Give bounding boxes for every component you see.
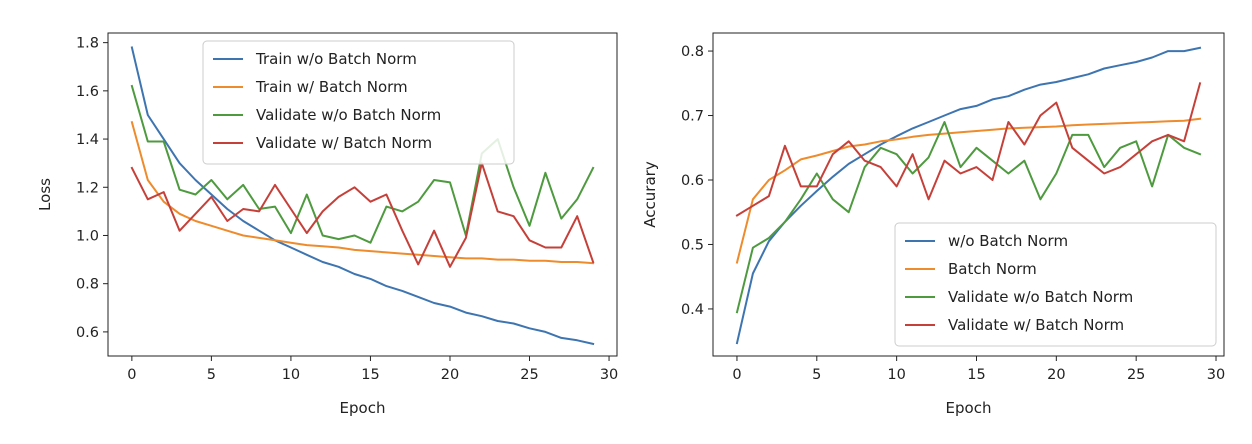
loss-x-axis-label: Epoch — [340, 399, 386, 417]
loss-series-train-w-o-batch-norm — [130, 46, 595, 346]
loss-legend-label: Validate w/ Batch Norm — [256, 134, 432, 152]
accuracy-legend: w/o Batch Norm Batch Norm Validate w/o Bat… — [894, 222, 1217, 347]
accuracy-y-tick-label: 0.4 — [681, 302, 704, 318]
accuracy-y-axis-label: Accurary — [641, 161, 659, 228]
loss-series-validate-w-batch-norm — [130, 162, 595, 268]
loss-y-tick-label: 1.2 — [76, 180, 99, 196]
loss-x-tick-label: 25 — [520, 367, 538, 383]
loss-x-tick-label: 30 — [600, 367, 618, 383]
accuracy-series-validate-w-o-batch-norm — [735, 121, 1202, 314]
loss-y-tick-label: 1.8 — [76, 36, 99, 52]
accuracy-axes-frame — [712, 32, 1225, 357]
loss-x-tick-label: 20 — [441, 367, 459, 383]
accuracy-legend-label: w/o Batch Norm — [948, 232, 1068, 250]
accuracy-series-validate-w-batch-norm — [735, 82, 1202, 217]
accuracy-y-tick-label: 0.6 — [681, 173, 704, 189]
accuracy-series-batch-norm — [735, 117, 1202, 264]
accuracy-series-w-o-batch-norm — [735, 46, 1202, 345]
loss-x-tick-label: 15 — [361, 367, 379, 383]
loss-y-tick-label: 1.0 — [76, 228, 99, 244]
loss-x-ticks: 0 5 10 15 20 25 30 — [127, 356, 618, 383]
loss-x-tick-label: 5 — [207, 367, 216, 383]
accuracy-y-tick-label: 0.7 — [681, 109, 704, 125]
loss-plot-area — [130, 46, 595, 346]
accuracy-x-tick-label: 0 — [732, 367, 741, 383]
loss-legend: Train w/o Batch Norm Train w/ Batch Norm V… — [202, 40, 515, 165]
loss-series-validate-w-o-batch-norm — [130, 84, 595, 244]
accuracy-x-tick-label: 10 — [887, 367, 905, 383]
accuracy-x-tick-label: 25 — [1127, 367, 1145, 383]
loss-y-tick-label: 0.8 — [76, 277, 99, 293]
loss-y-axis-label: Loss — [36, 178, 54, 211]
accuracy-x-ticks: 0 5 10 15 20 25 30 — [732, 356, 1225, 383]
accuracy-x-tick-label: 30 — [1207, 367, 1225, 383]
accuracy-legend-label: Validate w/ Batch Norm — [948, 316, 1124, 334]
loss-legend-label: Train w/o Batch Norm — [255, 50, 417, 68]
accuracy-legend-label: Validate w/o Batch Norm — [948, 288, 1133, 306]
loss-legend-box — [202, 40, 515, 165]
accuracy-plot-area — [735, 46, 1202, 345]
accuracy-legend-label: Batch Norm — [948, 260, 1037, 278]
loss-series-train-w-batch-norm — [130, 120, 595, 265]
accuracy-chart: 0 5 10 15 20 25 30 0.4 0.5 0.6 0.7 0.8 Epoch Accur… — [641, 32, 1225, 417]
loss-legend-label: Train w/ Batch Norm — [255, 78, 408, 96]
accuracy-y-ticks: 0.4 0.5 0.6 0.7 0.8 — [681, 44, 713, 318]
accuracy-x-tick-label: 20 — [1047, 367, 1065, 383]
loss-axes-frame — [107, 32, 618, 357]
loss-x-tick-label: 10 — [282, 367, 300, 383]
accuracy-x-tick-label: 15 — [967, 367, 985, 383]
accuracy-y-tick-label: 0.5 — [681, 237, 704, 253]
accuracy-x-tick-label: 5 — [812, 367, 821, 383]
loss-legend-label: Validate w/o Batch Norm — [256, 106, 441, 124]
loss-y-tick-label: 0.6 — [76, 325, 99, 341]
accuracy-y-tick-label: 0.8 — [681, 44, 704, 60]
loss-chart: 0 5 10 15 20 25 30 0.6 0.8 1.0 1.2 1.4 1.6 1.8 Epoch… — [36, 32, 618, 417]
loss-x-tick-label: 0 — [127, 367, 136, 383]
loss-y-ticks: 0.6 0.8 1.0 1.2 1.4 1.6 1.8 — [76, 36, 108, 341]
loss-y-tick-label: 1.6 — [76, 84, 99, 100]
accuracy-x-axis-label: Epoch — [946, 399, 992, 417]
accuracy-legend-box — [894, 222, 1217, 347]
loss-y-tick-label: 1.4 — [76, 132, 99, 148]
